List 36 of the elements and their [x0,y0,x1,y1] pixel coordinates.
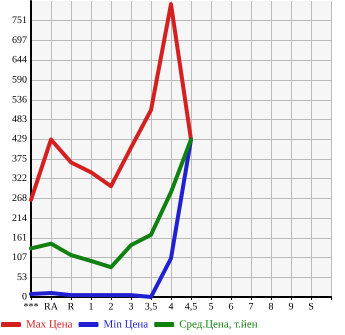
x-tick-label: 8 [268,302,274,312]
y-tick-label: 536 [12,94,27,106]
y-tick-label: 53 [17,272,27,283]
x-tick-label: 5 [208,302,214,312]
legend-label: Max Цена [26,318,73,330]
x-tick-label: S [308,302,314,312]
y-tick-label: 697 [12,35,27,46]
y-tick-label: 429 [12,134,27,145]
x-tick-label: 4,5 [184,302,198,312]
y-tick-label: 0 [22,292,27,302]
x-tick-label: 2 [108,302,114,312]
y-tick-label: 751 [12,15,27,26]
x-tick-label: 7 [248,302,254,312]
x-tick-label: R [68,302,75,312]
y-tick-label: 322 [12,173,27,184]
x-tick-label: 3 [128,302,134,312]
y-tick-label: 161 [12,232,27,244]
x-tick-label: *** [24,302,38,312]
legend-label: Сред.Цена, т.йен [179,318,258,330]
y-tick-label: 214 [12,212,27,224]
line-series [29,138,193,299]
x-tick-label: 9 [288,302,294,312]
x-tick-label: 3,5 [144,302,158,312]
x-tick-label: 1 [88,302,94,312]
y-tick-label: 590 [12,74,27,86]
x-tick-label: 6 [228,302,234,312]
x-tick-label: 4 [168,302,174,312]
legend-label: Min Цена [104,318,148,330]
x-tick-label: RA [44,302,59,312]
y-tick-label: 375 [12,154,27,165]
line-series [29,2,193,202]
y-tick-label: 107 [12,252,27,264]
y-tick-label: 644 [12,54,27,66]
line-series [29,138,193,270]
y-tick-label: 268 [12,192,27,204]
y-tick-label: 483 [12,114,27,125]
